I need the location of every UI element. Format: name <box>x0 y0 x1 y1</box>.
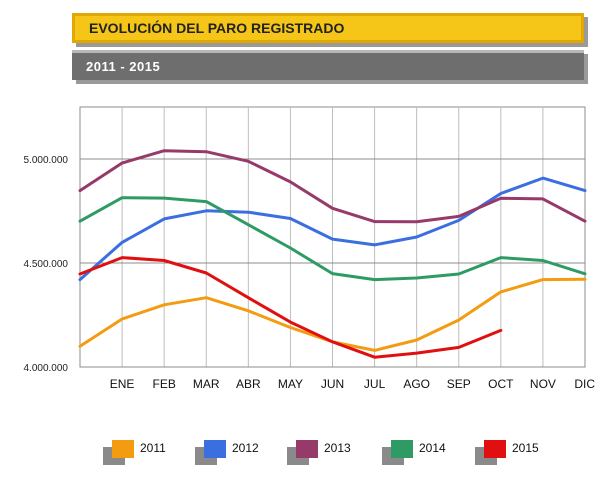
x-tick-label: JUN <box>321 377 344 391</box>
legend-label: 2013 <box>324 441 351 455</box>
legend: 2011 2012 2013 2014 2015 <box>0 438 610 468</box>
y-tick-label: 4.000.000 <box>24 363 69 374</box>
series-lines <box>78 149 587 359</box>
legend-label: 2015 <box>512 441 539 455</box>
legend-swatch <box>391 440 413 458</box>
chart-subtitle: 2011 - 2015 <box>72 50 584 80</box>
legend-label: 2011 <box>140 441 166 455</box>
x-tick-label: DIC <box>574 377 595 391</box>
series-line-2013 <box>78 149 587 224</box>
legend-swatch <box>296 440 318 458</box>
legend-swatch <box>112 440 134 458</box>
gridlines <box>79 106 586 368</box>
title-banner: EVOLUCIÓN DEL PARO REGISTRADO <box>72 13 588 47</box>
x-tick-label: JUL <box>364 377 386 391</box>
x-tick-label: FEB <box>152 377 175 391</box>
x-tick-label: OCT <box>488 377 514 391</box>
x-tick-label: ABR <box>236 377 261 391</box>
x-tick-label: SEP <box>447 377 471 391</box>
x-tick-label: AGO <box>403 377 430 391</box>
series-line-2014 <box>78 196 587 282</box>
legend-label: 2012 <box>232 441 259 455</box>
chart-title: EVOLUCIÓN DEL PARO REGISTRADO <box>72 13 584 43</box>
series-line-2012 <box>78 176 587 282</box>
legend-swatch <box>484 440 506 458</box>
series-line-2015 <box>78 256 503 359</box>
x-tick-label: MAR <box>193 377 220 391</box>
x-tick-label: ENE <box>110 377 135 391</box>
subtitle-banner: 2011 - 2015 <box>72 50 588 84</box>
legend-label: 2014 <box>419 441 446 455</box>
x-tick-label: MAY <box>278 377 303 391</box>
axis-labels: 4.000.000 4.500.000 5.000.000 ENE FEB MAR ABR M… <box>24 155 596 391</box>
y-tick-label: 5.000.000 <box>24 155 69 166</box>
y-tick-label: 4.500.000 <box>24 259 69 270</box>
legend-swatch <box>204 440 226 458</box>
x-tick-label: NOV <box>530 377 556 391</box>
